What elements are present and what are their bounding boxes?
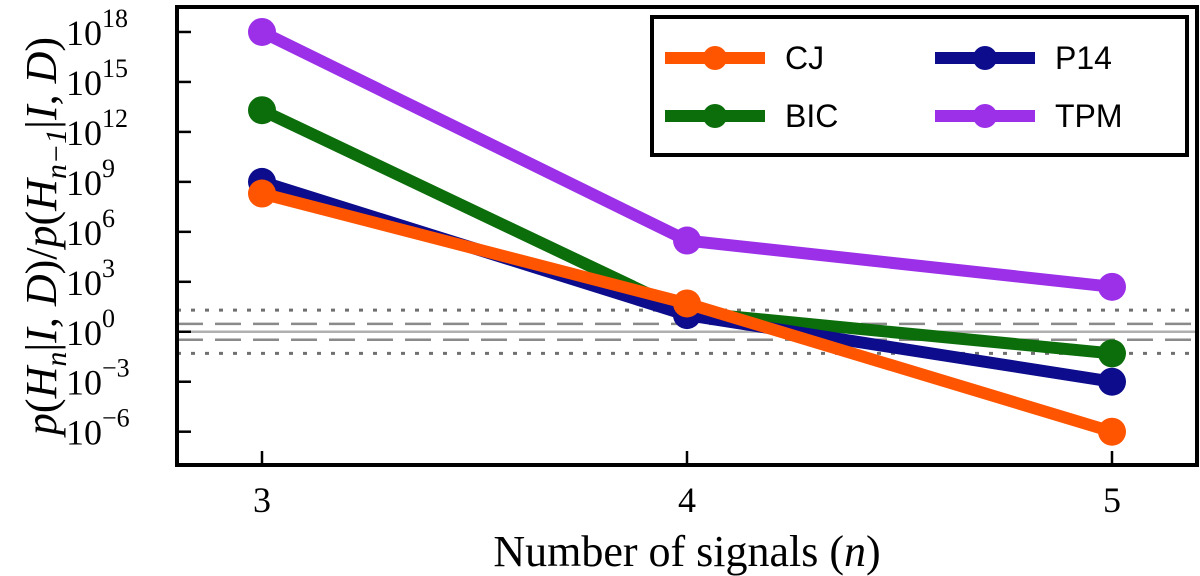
series-layer <box>248 17 1126 446</box>
data-point-cj-3 <box>248 179 276 208</box>
legend-swatch-marker-cj <box>703 46 727 70</box>
data-point-tpm-5 <box>1098 272 1126 301</box>
legend-swatch-marker-bic <box>703 104 727 128</box>
legend-label-cj: CJ <box>785 40 824 76</box>
data-point-cj-4 <box>673 289 701 318</box>
legend-swatch-marker-tpm <box>973 104 997 128</box>
x-tick-label: 5 <box>1103 480 1121 520</box>
series-line-p14 <box>260 176 1113 388</box>
legend-label-bic: BIC <box>785 98 838 134</box>
x-tick-label: 4 <box>678 480 696 520</box>
y-tick-label: 1018 <box>66 4 128 53</box>
x-axis-label: Number of signals (n) <box>493 527 880 576</box>
legend-box <box>650 15 1189 157</box>
y-tick-label: 1012 <box>66 104 128 153</box>
legend-swatch-marker-p14 <box>973 46 997 70</box>
x-axis: 3 4 5 <box>253 451 1121 520</box>
y-tick-label: 109 <box>66 154 115 203</box>
data-point-bic-3 <box>248 96 276 125</box>
data-point-cj-5 <box>1098 417 1126 446</box>
y-tick-label: 10−3 <box>66 354 130 403</box>
y-tick-label: 106 <box>66 204 115 253</box>
y-tick-label: 1015 <box>66 54 128 103</box>
legend-label-tpm: TPM <box>1055 98 1123 134</box>
legend-label-p14: P14 <box>1055 40 1112 76</box>
data-point-tpm-3 <box>248 17 276 46</box>
y-tick-label: 100 <box>66 304 115 353</box>
data-point-p14-5 <box>1098 367 1126 396</box>
x-tick-label: 3 <box>253 480 271 520</box>
reference-lines <box>177 308 1197 355</box>
y-axis-label: p(Hn|I, D)/p(Hn−1|I, D) <box>17 37 73 438</box>
legend: CJ P14 BIC TPM <box>650 15 1189 157</box>
y-tick-label: 10−6 <box>66 404 130 453</box>
data-point-bic-5 <box>1098 339 1126 368</box>
data-point-tpm-4 <box>673 226 701 255</box>
y-tick-label: 103 <box>66 254 115 303</box>
